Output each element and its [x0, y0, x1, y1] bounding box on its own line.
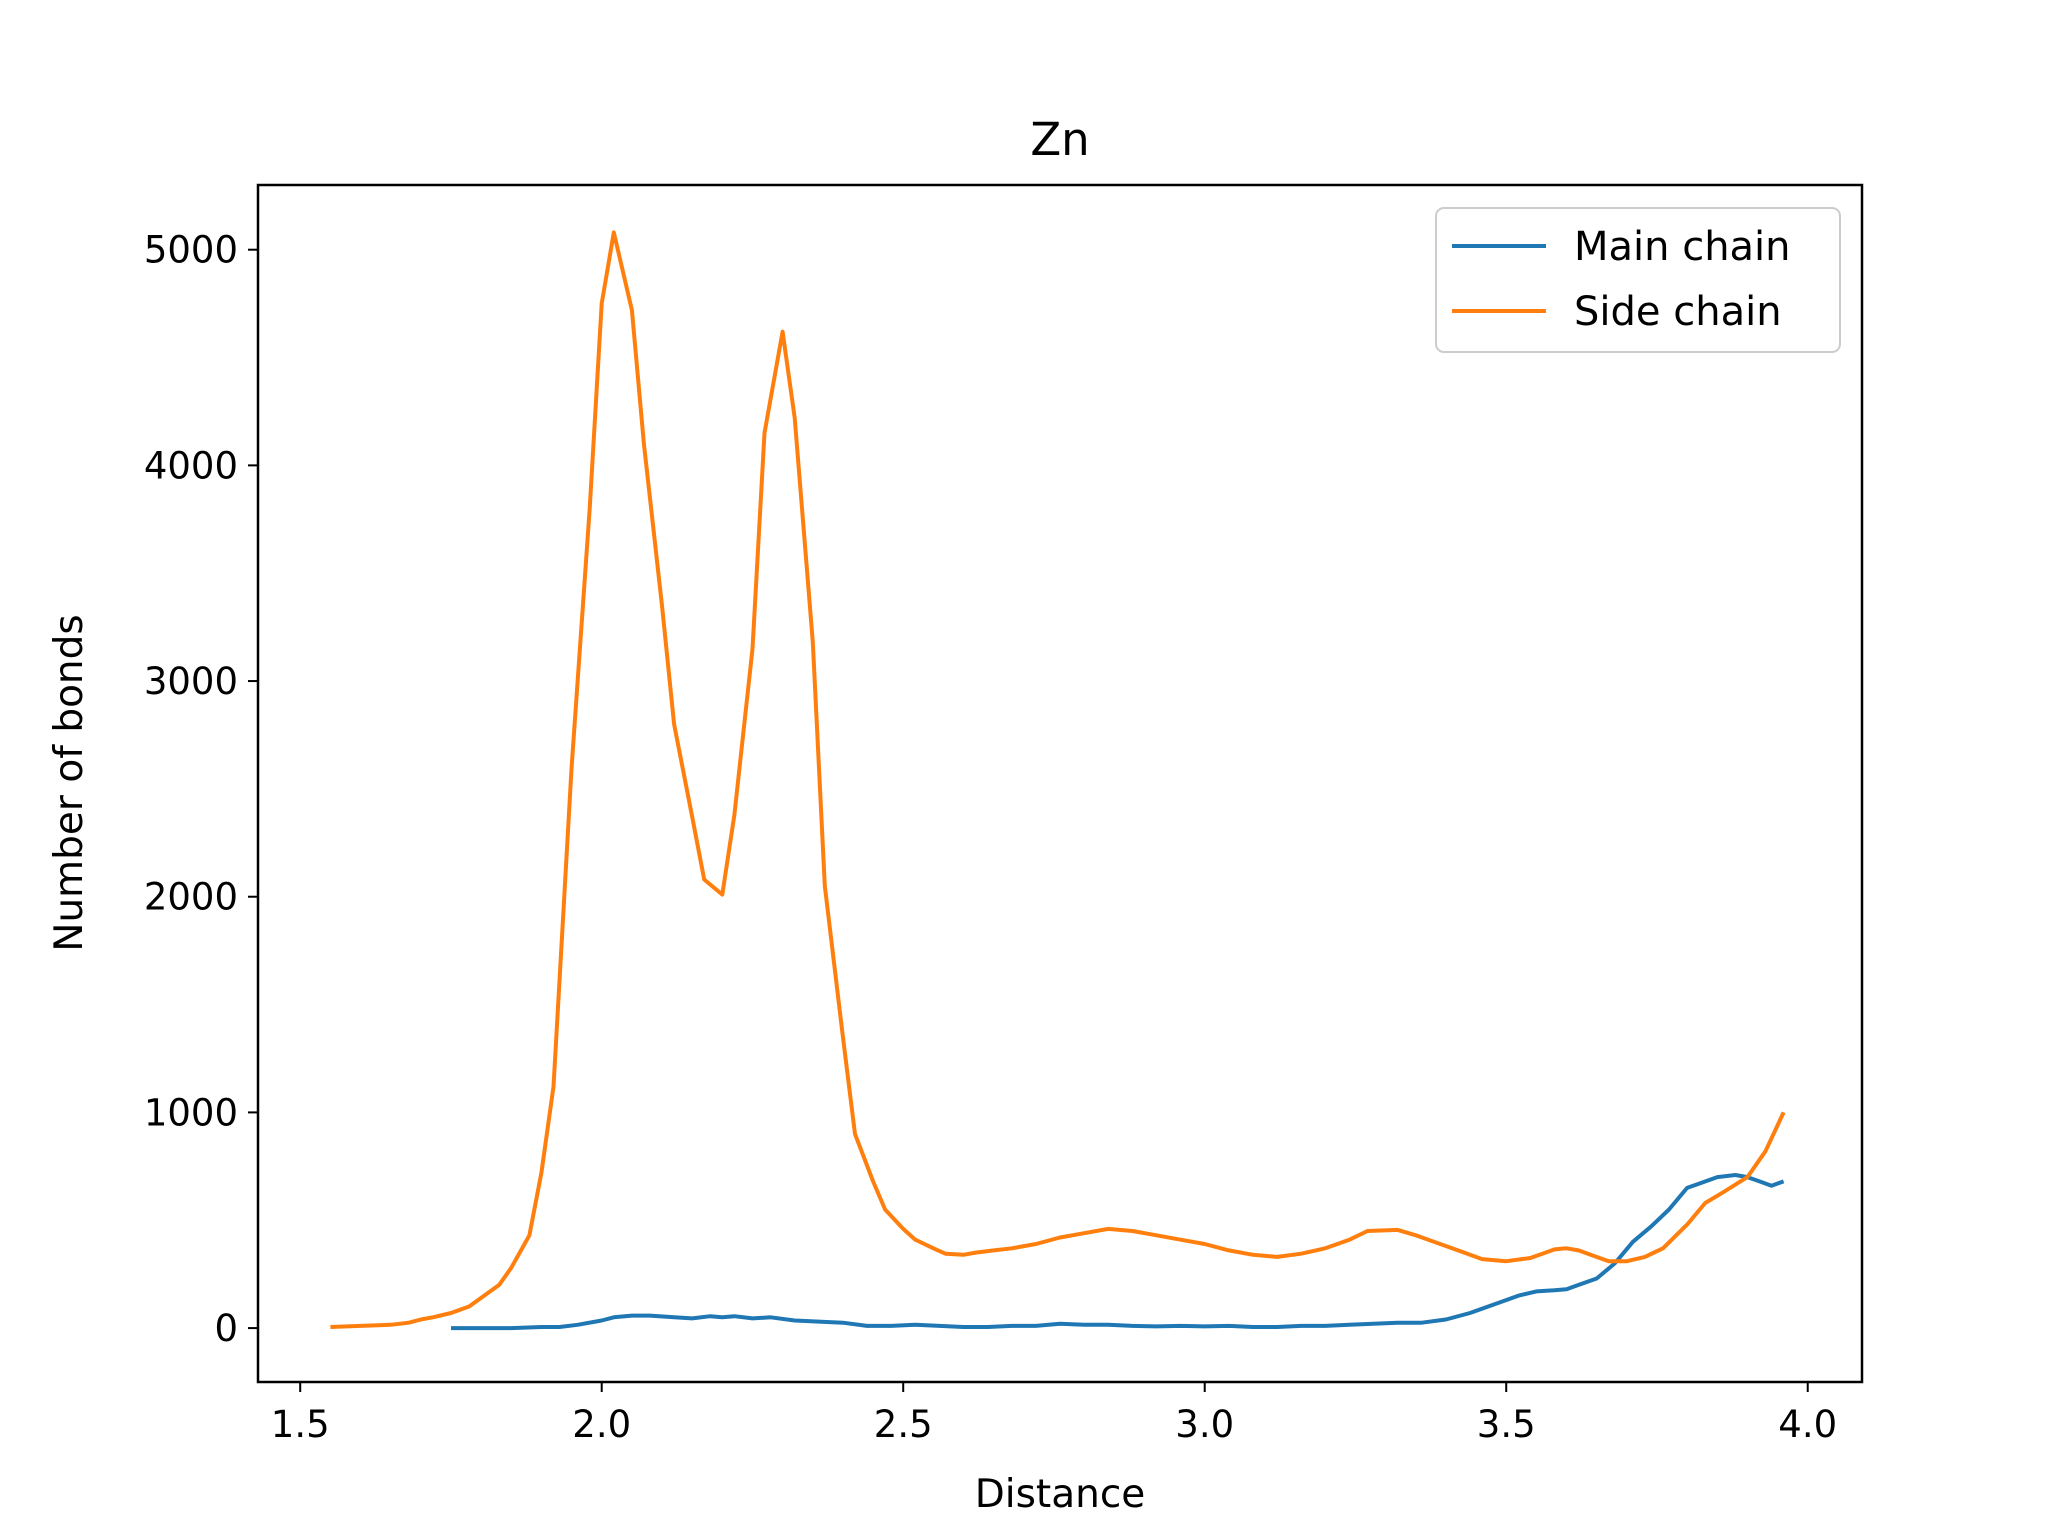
- legend-label-main-chain: Main chain: [1574, 224, 1791, 270]
- y-axis-ticks: 0 1000 2000 3000 4000 5000: [144, 229, 258, 1350]
- x-axis-label: Distance: [975, 1472, 1146, 1517]
- x-tick-label: 2.5: [874, 1403, 933, 1446]
- plot-frame: [256, 183, 1864, 1384]
- legend-label-side-chain: Side chain: [1574, 289, 1782, 335]
- series-line-main-chain: [451, 1173, 1785, 1331]
- plot-lines: [330, 230, 1786, 1331]
- series-line-side-chain: [330, 230, 1786, 1329]
- x-tick-label: 3.0: [1175, 1403, 1234, 1446]
- y-tick-label: 3000: [144, 660, 238, 703]
- y-tick-label: 1000: [144, 1091, 238, 1134]
- x-tick-label: 4.0: [1778, 1403, 1837, 1446]
- y-axis-label: Number of bonds: [47, 614, 92, 951]
- y-tick-label: 5000: [144, 229, 238, 272]
- y-tick-label: 2000: [144, 876, 238, 919]
- x-tick-label: 2.0: [572, 1403, 631, 1446]
- y-tick-label: 0: [214, 1307, 238, 1350]
- x-tick-label: 3.5: [1477, 1403, 1536, 1446]
- legend: Main chain Side chain: [1435, 207, 1841, 353]
- y-tick-label: 4000: [144, 444, 238, 487]
- chart-title: Zn: [1030, 113, 1089, 166]
- x-tick-label: 1.5: [271, 1403, 330, 1446]
- x-axis-ticks: 1.5 2.0 2.5 3.0 3.5 4.0: [271, 1382, 1837, 1446]
